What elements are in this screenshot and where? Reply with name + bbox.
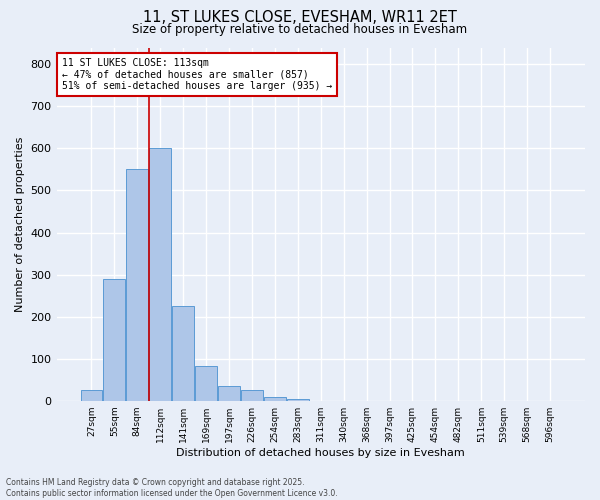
Bar [103, 279, 125, 400]
Bar [80, 390, 103, 400]
Text: 11, ST LUKES CLOSE, EVESHAM, WR11 2ET: 11, ST LUKES CLOSE, EVESHAM, WR11 2ET [143, 10, 457, 25]
Bar [287, 398, 309, 400]
Bar [127, 170, 148, 400]
Bar [195, 366, 217, 400]
Bar [218, 386, 240, 400]
Bar [264, 396, 286, 400]
Bar [172, 306, 194, 400]
Bar [241, 390, 263, 400]
Text: 11 ST LUKES CLOSE: 113sqm
← 47% of detached houses are smaller (857)
51% of semi: 11 ST LUKES CLOSE: 113sqm ← 47% of detac… [62, 58, 332, 92]
Bar [149, 148, 171, 400]
X-axis label: Distribution of detached houses by size in Evesham: Distribution of detached houses by size … [176, 448, 465, 458]
Text: Contains HM Land Registry data © Crown copyright and database right 2025.
Contai: Contains HM Land Registry data © Crown c… [6, 478, 338, 498]
Text: Size of property relative to detached houses in Evesham: Size of property relative to detached ho… [133, 22, 467, 36]
Y-axis label: Number of detached properties: Number of detached properties [15, 136, 25, 312]
